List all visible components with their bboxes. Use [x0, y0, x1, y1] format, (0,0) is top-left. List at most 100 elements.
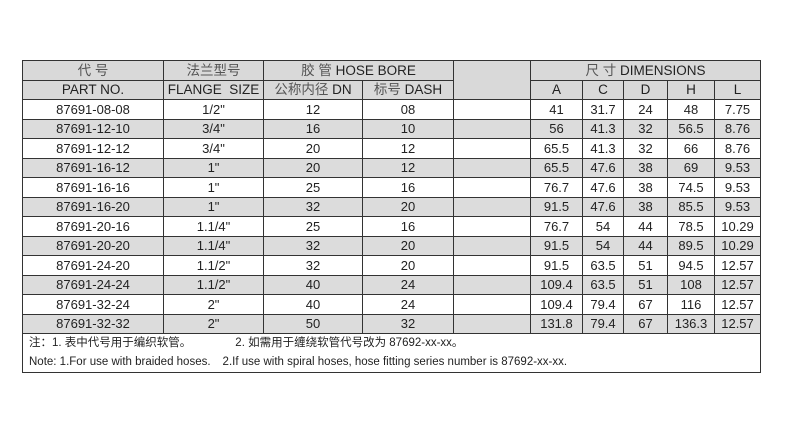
note-en-2: 2.If use with spiral hoses, hose fitting… [222, 356, 568, 368]
cell-l: 9.53 [713, 157, 762, 178]
cell-h: 89.5 [667, 235, 715, 256]
cell-part: 87691-12-10 [22, 118, 164, 139]
table-row: 87691-32-32 2" 50 32 131.8 79.4 67 136.3 12.57 [22, 313, 762, 334]
table-row: 87691-32-24 2" 40 24 109.4 79.4 67 116 12.57 [22, 294, 762, 315]
notes-cell: 注：1. 表中代号用于编织软管。 2. 如需用于缠绕软管代号改为 87692-xx… [21, 333, 762, 373]
cell-blank [453, 313, 531, 334]
cell-a: 91.5 [530, 196, 583, 217]
header-dim-h: H [667, 79, 715, 100]
cell-dn: 32 [263, 255, 363, 276]
cell-blank [453, 177, 531, 198]
cell-c: 79.4 [582, 294, 624, 315]
cell-c: 54 [582, 216, 624, 237]
table-row: 87691-12-12 3/4" 20 12 65.5 41.3 32 66 8.76 [22, 138, 762, 159]
cell-flange: 1.1/4" [163, 235, 264, 256]
cell-dn: 40 [263, 294, 363, 315]
cell-dn: 16 [263, 118, 363, 139]
header-flange-en: FLANGE SIZE [163, 79, 264, 100]
cell-dash: 32 [362, 313, 454, 334]
cell-h: 116 [667, 294, 715, 315]
cell-a: 65.5 [530, 138, 583, 159]
cell-d: 51 [623, 255, 668, 276]
cell-dn: 20 [263, 138, 363, 159]
cell-flange: 1" [163, 196, 264, 217]
cell-flange: 3/4" [163, 138, 264, 159]
cell-c: 54 [582, 235, 624, 256]
cell-l: 12.57 [713, 274, 762, 295]
cell-h: 78.5 [667, 216, 715, 237]
cell-dash: 08 [362, 99, 454, 120]
hose-fitting-spec-table: 代 号 法兰型号 胶 管 HOSE BORE 尺 寸 DIMENSIONS PA… [21, 60, 762, 373]
cell-dn: 20 [263, 157, 363, 178]
cell-dash: 20 [362, 255, 454, 276]
cell-part: 87691-08-08 [22, 99, 164, 120]
cell-flange: 1.1/2" [163, 274, 264, 295]
cell-h: 69 [667, 157, 715, 178]
cell-dn: 40 [263, 274, 363, 295]
note-cn-2: 2. 如需用于缠绕软管代号改为 87692-xx-xx。 [235, 337, 464, 349]
cell-d: 44 [623, 235, 668, 256]
cell-part: 87691-12-12 [22, 138, 164, 159]
cell-blank [453, 118, 531, 139]
cell-dash: 20 [362, 196, 454, 217]
cell-a: 91.5 [530, 255, 583, 276]
cell-flange: 1/2" [163, 99, 264, 120]
cell-c: 47.6 [582, 196, 624, 217]
cell-c: 41.3 [582, 138, 624, 159]
header-dim-c: C [582, 79, 624, 100]
cell-a: 76.7 [530, 216, 583, 237]
cell-c: 79.4 [582, 313, 624, 334]
cell-h: 74.5 [667, 177, 715, 198]
header-dim-a: A [530, 79, 583, 100]
cell-part: 87691-32-24 [22, 294, 164, 315]
cell-a: 76.7 [530, 177, 583, 198]
note-cn-1: 注：1. 表中代号用于编织软管。 [29, 337, 192, 349]
cell-c: 31.7 [582, 99, 624, 120]
notes-cn: 注：1. 表中代号用于编织软管。 2. 如需用于缠绕软管代号改为 87692-xx… [29, 335, 760, 354]
cell-c: 47.6 [582, 157, 624, 178]
cell-d: 67 [623, 294, 668, 315]
cell-part: 87691-20-16 [22, 216, 164, 237]
cell-dn: 25 [263, 216, 363, 237]
cell-dash: 24 [362, 274, 454, 295]
cell-blank [453, 216, 531, 237]
table-row: 87691-24-24 1.1/2" 40 24 109.4 63.5 51 108 12.57 [22, 274, 762, 295]
cell-dash: 12 [362, 138, 454, 159]
cell-dash: 12 [362, 157, 454, 178]
cell-part: 87691-24-24 [22, 274, 164, 295]
cell-flange: 1.1/4" [163, 216, 264, 237]
note-en-1: Note: 1.For use with braided hoses. [29, 356, 211, 368]
cell-blank [453, 235, 531, 256]
cell-a: 56 [530, 118, 583, 139]
cell-blank [453, 294, 531, 315]
header-row-1: 代 号 法兰型号 胶 管 HOSE BORE 尺 寸 DIMENSIONS [22, 60, 762, 100]
cell-c: 63.5 [582, 255, 624, 276]
header-dim-l: L [713, 79, 762, 100]
cell-dash: 16 [362, 216, 454, 237]
header-blank-cell [453, 60, 531, 100]
cell-d: 38 [623, 157, 668, 178]
cell-part: 87691-32-32 [22, 313, 164, 334]
table-row: 87691-20-16 1.1/4" 25 16 76.7 54 44 78.5 10.29 [22, 216, 762, 237]
cell-l: 9.53 [713, 196, 762, 217]
header-dim-d: D [623, 79, 668, 100]
cell-l: 9.53 [713, 177, 762, 198]
header-dash: 标号 DASH [362, 79, 454, 100]
cell-l: 8.76 [713, 118, 762, 139]
header-dimensions: 尺 寸 DIMENSIONS [529, 60, 762, 81]
cell-h: 85.5 [667, 196, 715, 217]
cell-blank [453, 274, 531, 295]
cell-flange: 1" [163, 177, 264, 198]
table-row: 87691-16-12 1" 20 12 65.5 47.6 38 69 9.53 [22, 157, 762, 178]
notes-en: Note: 1.For use with braided hoses. 2.If … [29, 353, 760, 372]
header-dn: 公称内径 DN [263, 79, 363, 100]
cell-dash: 10 [362, 118, 454, 139]
cell-h: 136.3 [667, 313, 715, 334]
cell-a: 109.4 [530, 274, 583, 295]
table-row: 87691-16-16 1" 25 16 76.7 47.6 38 74.5 9.53 [22, 177, 762, 198]
cell-dn: 50 [263, 313, 363, 334]
cell-l: 12.57 [713, 313, 762, 334]
cell-part: 87691-24-20 [22, 255, 164, 276]
cell-flange: 3/4" [163, 118, 264, 139]
header-part-en: PART NO. [22, 79, 164, 100]
